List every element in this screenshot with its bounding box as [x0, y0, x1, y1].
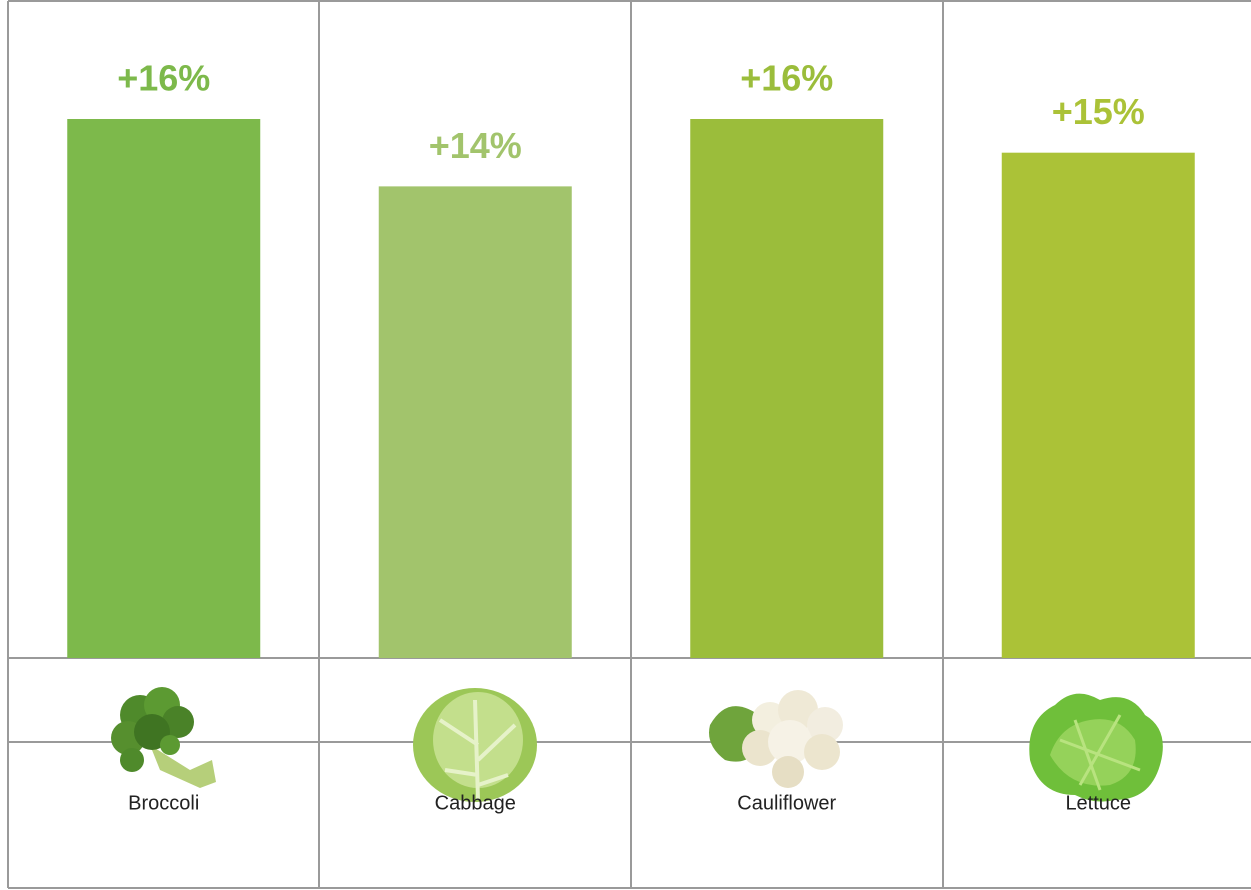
bar: [1002, 153, 1195, 658]
category-label: Lettuce: [1065, 792, 1131, 814]
category-label: Broccoli: [128, 792, 199, 814]
broccoli-icon: [111, 687, 216, 788]
chart: +16% Broccoli +14% Cabbage +16% Cauliflower +1…: [0, 0, 1251, 890]
value-label: +16%: [740, 58, 833, 99]
cabbage-icon: [413, 688, 537, 802]
category-label: Cauliflower: [737, 792, 836, 814]
value-label: +16%: [117, 58, 210, 99]
value-label: +14%: [429, 125, 522, 166]
value-label: +15%: [1052, 91, 1145, 132]
bar: [690, 119, 883, 658]
category-label: Cabbage: [435, 792, 516, 814]
bar: [379, 186, 572, 658]
bar: [67, 119, 260, 658]
cauliflower-icon: [709, 690, 843, 788]
lettuce-icon: [1029, 694, 1163, 802]
